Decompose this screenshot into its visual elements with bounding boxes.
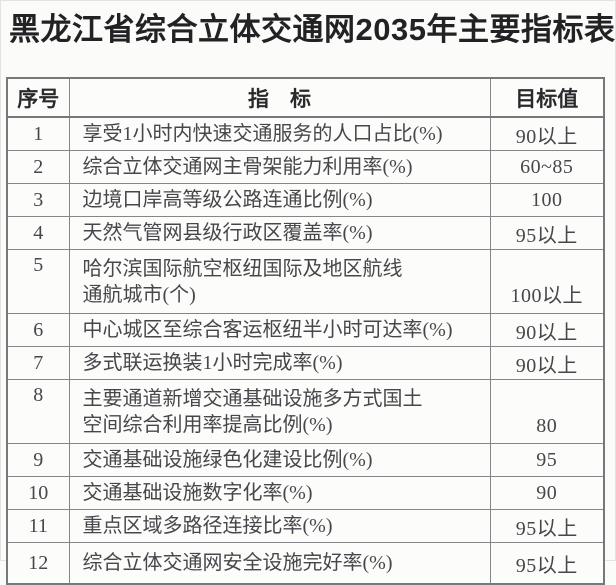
indicator-cell: 综合立体交通网安全设施完好率(%) (68, 542, 491, 585)
target-cell: 95以上 (489, 542, 605, 585)
table-header-row: 序号 指 标 目标值 (6, 77, 605, 118)
header-indicator: 指 标 (68, 77, 491, 118)
row-number: 5 (6, 249, 70, 314)
table-row: 3 边境口岸高等级公路连通比例(%) 100 (6, 183, 605, 217)
table-row: 10 交通基础设施数字化率(%) 90 (6, 476, 605, 510)
row-number: 4 (6, 216, 70, 250)
indicator-cell: 交通基础设施绿色化建设比例(%) (68, 443, 491, 477)
indicator-cell: 哈尔滨国际航空枢纽国际及地区航线 通航城市(个) (68, 249, 491, 314)
target-cell: 100以上 (489, 249, 605, 314)
table-row: 5 哈尔滨国际航空枢纽国际及地区航线 通航城市(个) 100以上 (6, 249, 605, 314)
header-target: 目标值 (489, 77, 605, 118)
table-row: 9 交通基础设施绿色化建设比例(%) 95 (6, 443, 605, 477)
indicator-cell: 重点区域多路径连接比率(%) (68, 509, 491, 543)
indicator-cell: 中心城区至综合客运枢纽半小时可达率(%) (68, 313, 491, 347)
indicator-cell: 多式联运换装1小时完成率(%) (68, 346, 491, 380)
table-row: 7 多式联运换装1小时完成率(%) 90以上 (6, 346, 605, 380)
indicator-cell: 天然气管网县级行政区覆盖率(%) (68, 216, 491, 250)
target-cell: 90以上 (489, 116, 605, 151)
target-cell: 95以上 (489, 509, 605, 543)
row-number: 11 (6, 509, 70, 543)
target-cell: 90以上 (489, 346, 605, 380)
table-row: 8 主要通道新增交通基础设施多方式国土 空间综合利用率提高比例(%) 80 (6, 379, 605, 444)
table-row: 4 天然气管网县级行政区覆盖率(%) 95以上 (6, 216, 605, 250)
indicators-table: 序号 指 标 目标值 1 享受1小时内快速交通服务的人口占比(%) 90以上 2… (6, 77, 605, 585)
target-cell: 90以上 (489, 313, 605, 347)
row-number: 9 (6, 443, 70, 477)
target-cell: 60~85 (489, 150, 605, 184)
row-number: 12 (6, 542, 70, 585)
indicator-cell: 主要通道新增交通基础设施多方式国土 空间综合利用率提高比例(%) (68, 379, 491, 444)
row-number: 10 (6, 476, 70, 510)
target-cell: 90 (489, 476, 605, 510)
table-row: 12 综合立体交通网安全设施完好率(%) 95以上 (6, 542, 605, 585)
indicator-cell: 综合立体交通网主骨架能力利用率(%) (68, 150, 491, 184)
header-no: 序号 (6, 77, 70, 118)
table-row: 11 重点区域多路径连接比率(%) 95以上 (6, 509, 605, 543)
table-row: 2 综合立体交通网主骨架能力利用率(%) 60~85 (6, 150, 605, 184)
target-cell: 95 (489, 443, 605, 477)
indicator-cell: 边境口岸高等级公路连通比例(%) (68, 183, 491, 217)
table-row: 1 享受1小时内快速交通服务的人口占比(%) 90以上 (6, 116, 605, 151)
row-number: 2 (6, 150, 70, 184)
indicator-cell: 享受1小时内快速交通服务的人口占比(%) (68, 116, 491, 151)
page-title: 黑龙江省综合立体交通网2035年主要指标表 (9, 12, 616, 47)
row-number: 6 (6, 313, 70, 347)
target-cell: 100 (489, 183, 605, 217)
row-number: 7 (6, 346, 70, 380)
target-cell: 95以上 (489, 216, 605, 250)
row-number: 1 (6, 116, 70, 151)
row-number: 8 (6, 379, 70, 444)
target-cell: 80 (489, 379, 605, 444)
row-number: 3 (6, 183, 70, 217)
indicator-cell: 交通基础设施数字化率(%) (68, 476, 491, 510)
table-row: 6 中心城区至综合客运枢纽半小时可达率(%) 90以上 (6, 313, 605, 347)
